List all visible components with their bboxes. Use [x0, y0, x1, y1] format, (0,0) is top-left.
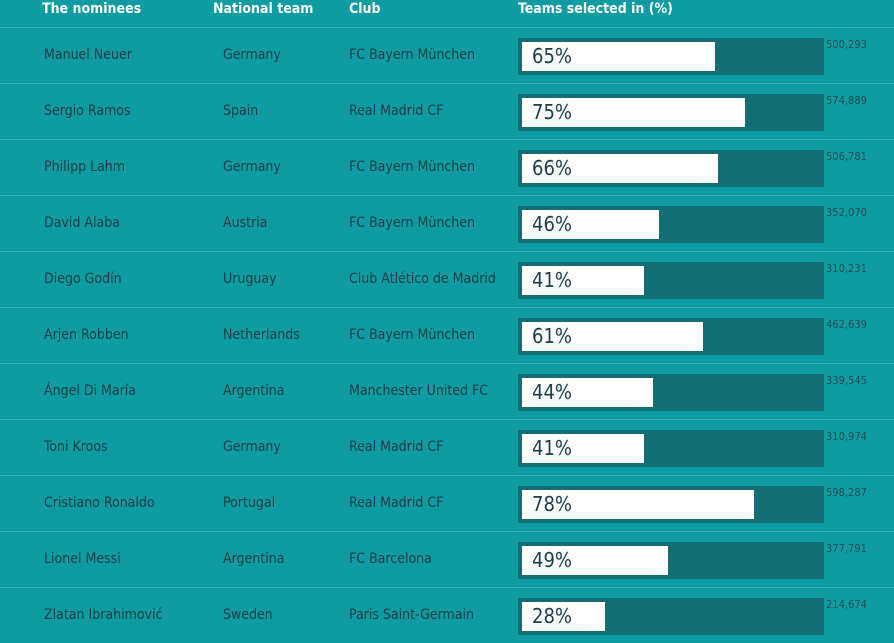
percent-bar: [522, 154, 719, 183]
percent-label: 49%: [532, 548, 572, 572]
national-team: Argentina: [223, 551, 285, 567]
bar-track: 41%: [518, 430, 824, 467]
vote-count: 352,070: [826, 206, 867, 219]
club: FC Bayern München: [349, 215, 475, 231]
nominee-name: Arjen Robben: [44, 327, 129, 343]
percent-bar: [522, 546, 668, 575]
percent-label: 65%: [532, 44, 572, 68]
percent-bar: [522, 378, 653, 407]
percent-bar: [522, 98, 745, 127]
percent-bar: [522, 434, 644, 463]
nominee-name: Zlatan Ibrahimović: [44, 607, 163, 623]
club: Manchester United FC: [349, 383, 489, 399]
vote-count: 598,287: [826, 486, 867, 499]
percent-bar: [522, 602, 606, 631]
table-row: Lionel Messi Argentina FC Barcelona 49% 377,…: [0, 531, 894, 587]
national-team: Spain: [223, 103, 259, 119]
table-row: Philipp Lahm Germany FC Bayern München 66% 5…: [0, 139, 894, 195]
bar-track: 44%: [518, 374, 824, 411]
bar-track: 61%: [518, 318, 824, 355]
club: Real Madrid CF: [349, 495, 444, 511]
nominee-name: Manuel Neuer: [44, 47, 132, 63]
vote-count: 506,781: [826, 150, 867, 163]
national-team: Uruguay: [223, 271, 277, 287]
nominee-name: Cristiano Ronaldo: [44, 495, 155, 511]
percent-label: 78%: [532, 492, 572, 516]
vote-count: 310,974: [826, 430, 867, 443]
national-team: Netherlands: [223, 327, 300, 343]
bar-track: 28%: [518, 598, 824, 635]
percent-label: 75%: [532, 100, 572, 124]
bar-track: 78%: [518, 486, 824, 523]
club: Club Atlético de Madrid: [349, 271, 496, 287]
vote-count: 462,639: [826, 318, 867, 331]
table-row: Cristiano Ronaldo Portugal Real Madrid CF 7…: [0, 475, 894, 531]
national-team: Germany: [223, 47, 281, 63]
nominee-name: Ángel Di María: [44, 383, 137, 399]
percent-bar: [522, 210, 659, 239]
national-team: Germany: [223, 159, 281, 175]
vote-count: 214,674: [826, 598, 867, 611]
percent-bar: [522, 490, 754, 519]
club: FC Bayern München: [349, 47, 475, 63]
nominee-name: Lionel Messi: [44, 551, 121, 567]
club: Real Madrid CF: [349, 103, 444, 119]
bar-track: 75%: [518, 94, 824, 131]
header-percent: Teams selected in (%): [518, 1, 673, 17]
percent-label: 41%: [532, 436, 572, 460]
percent-label: 61%: [532, 324, 572, 348]
table-row: Diego Godín Uruguay Club Atlético de Madri…: [0, 251, 894, 307]
percent-label: 46%: [532, 212, 572, 236]
table-row: Ángel Di María Argentina Manchester United…: [0, 363, 894, 419]
percent-bar: [522, 42, 716, 71]
percent-label: 41%: [532, 268, 572, 292]
vote-count: 574,889: [826, 94, 867, 107]
national-team: Argentina: [223, 383, 285, 399]
nominee-name: Philipp Lahm: [44, 159, 126, 175]
nominee-name: Diego Godín: [44, 271, 122, 287]
national-team: Germany: [223, 439, 281, 455]
percent-bar: [522, 266, 644, 295]
national-team: Portugal: [223, 495, 276, 511]
national-team: Sweden: [223, 607, 273, 623]
club: Paris Saint-Germain: [349, 607, 475, 623]
header-name: The nominees: [42, 1, 142, 17]
table-row: Sergio Ramos Spain Real Madrid CF 75% 574,88…: [0, 83, 894, 139]
club: FC Bayern München: [349, 327, 475, 343]
header-team: National team: [213, 1, 314, 17]
percent-label: 66%: [532, 156, 572, 180]
nominee-name: David Alaba: [44, 215, 120, 231]
bar-track: 46%: [518, 206, 824, 243]
national-team: Austria: [223, 215, 268, 231]
table-row: Manuel Neuer Germany FC Bayern München 65% 5…: [0, 27, 894, 83]
club: Real Madrid CF: [349, 439, 444, 455]
table-row: Arjen Robben Netherlands FC Bayern München…: [0, 307, 894, 363]
nominee-name: Toni Kroos: [44, 439, 108, 455]
percent-bar: [522, 322, 704, 351]
bar-track: 65%: [518, 38, 824, 75]
vote-count: 339,545: [826, 374, 867, 387]
vote-count: 310,231: [826, 262, 867, 275]
table-row: Toni Kroos Germany Real Madrid CF 41% 310,97…: [0, 419, 894, 475]
table-row: Zlatan Ibrahimović Sweden Paris Saint-Germ…: [0, 587, 894, 643]
percent-label: 28%: [532, 604, 572, 628]
club: FC Barcelona: [349, 551, 432, 567]
table-row: David Alaba Austria FC Bayern München 46% 35…: [0, 195, 894, 251]
bar-track: 66%: [518, 150, 824, 187]
vote-count: 500,293: [826, 38, 867, 51]
bar-track: 49%: [518, 542, 824, 579]
vote-count: 377,791: [826, 542, 867, 555]
header-club: Club: [349, 1, 381, 17]
club: FC Bayern München: [349, 159, 475, 175]
percent-label: 44%: [532, 380, 572, 404]
nominee-name: Sergio Ramos: [44, 103, 131, 119]
bar-track: 41%: [518, 262, 824, 299]
